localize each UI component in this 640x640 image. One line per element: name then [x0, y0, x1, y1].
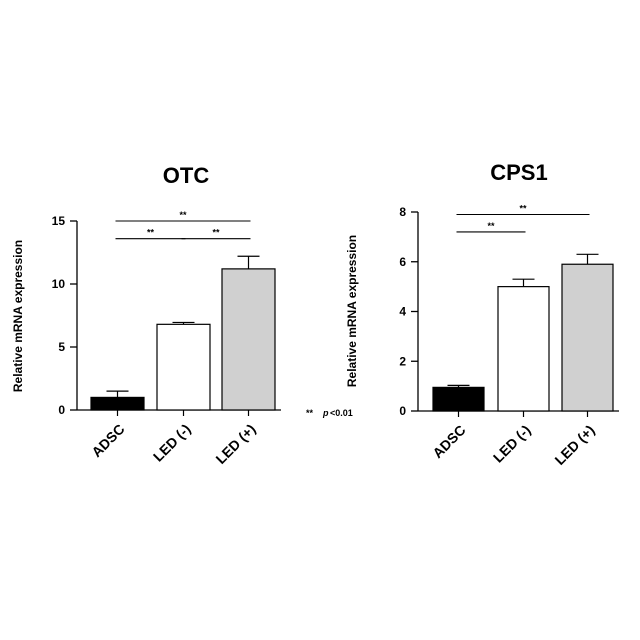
otc-ytick-label: 10 [52, 277, 66, 291]
otc-bar [222, 269, 275, 410]
otc-significance-label: ** [147, 228, 155, 238]
cps1-bar [433, 387, 484, 411]
cps1-bar [498, 287, 549, 411]
otc-category-label: LED (-) [150, 421, 194, 465]
cps1-ytick-label: 4 [399, 305, 406, 319]
cps1-category-label: LED (-) [490, 422, 534, 466]
cps1-ytick-label: 6 [399, 255, 406, 269]
otc-ytick-label: 0 [58, 403, 65, 417]
otc-bar [91, 397, 144, 410]
otc-title: OTC [163, 163, 210, 188]
cps1-bar [562, 264, 613, 411]
otc-significance-label: ** [212, 228, 220, 238]
cps1-ytick-label: 8 [399, 205, 406, 219]
otc-significance-label: ** [179, 210, 187, 220]
cps1-category-label: LED (+) [551, 422, 597, 468]
cps1-significance-label: ** [519, 203, 527, 213]
otc-ytick-label: 5 [58, 340, 65, 354]
otc-ytick-label: 15 [52, 214, 66, 228]
cps1-category-label: ADSC [429, 422, 468, 461]
footnote-p: p [322, 408, 329, 418]
otc-category-label: ADSC [88, 421, 127, 460]
footnote-stars: ** [306, 408, 314, 418]
otc-category-label: LED (+) [212, 421, 258, 467]
cps1-ylabel: Relative mRNA expression [345, 235, 359, 387]
otc-ylabel: Relative mRNA expression [11, 240, 25, 392]
cps1-ytick-label: 0 [399, 404, 406, 418]
otc-chart: OTC Relative mRNA expression 0 5 10 15 ADSC LED… [11, 163, 281, 467]
cps1-significance-label: ** [487, 221, 495, 231]
otc-bar [157, 324, 210, 410]
footnote-threshold: <0.01 [330, 408, 353, 418]
cps1-ytick-label: 2 [399, 354, 406, 368]
cps1-title: CPS1 [490, 160, 547, 185]
cps1-chart: CPS1 Relative mRNA expression 0 2 4 6 8 ADSC LED… [345, 160, 619, 468]
significance-footnote: ** p <0.01 [306, 408, 353, 418]
